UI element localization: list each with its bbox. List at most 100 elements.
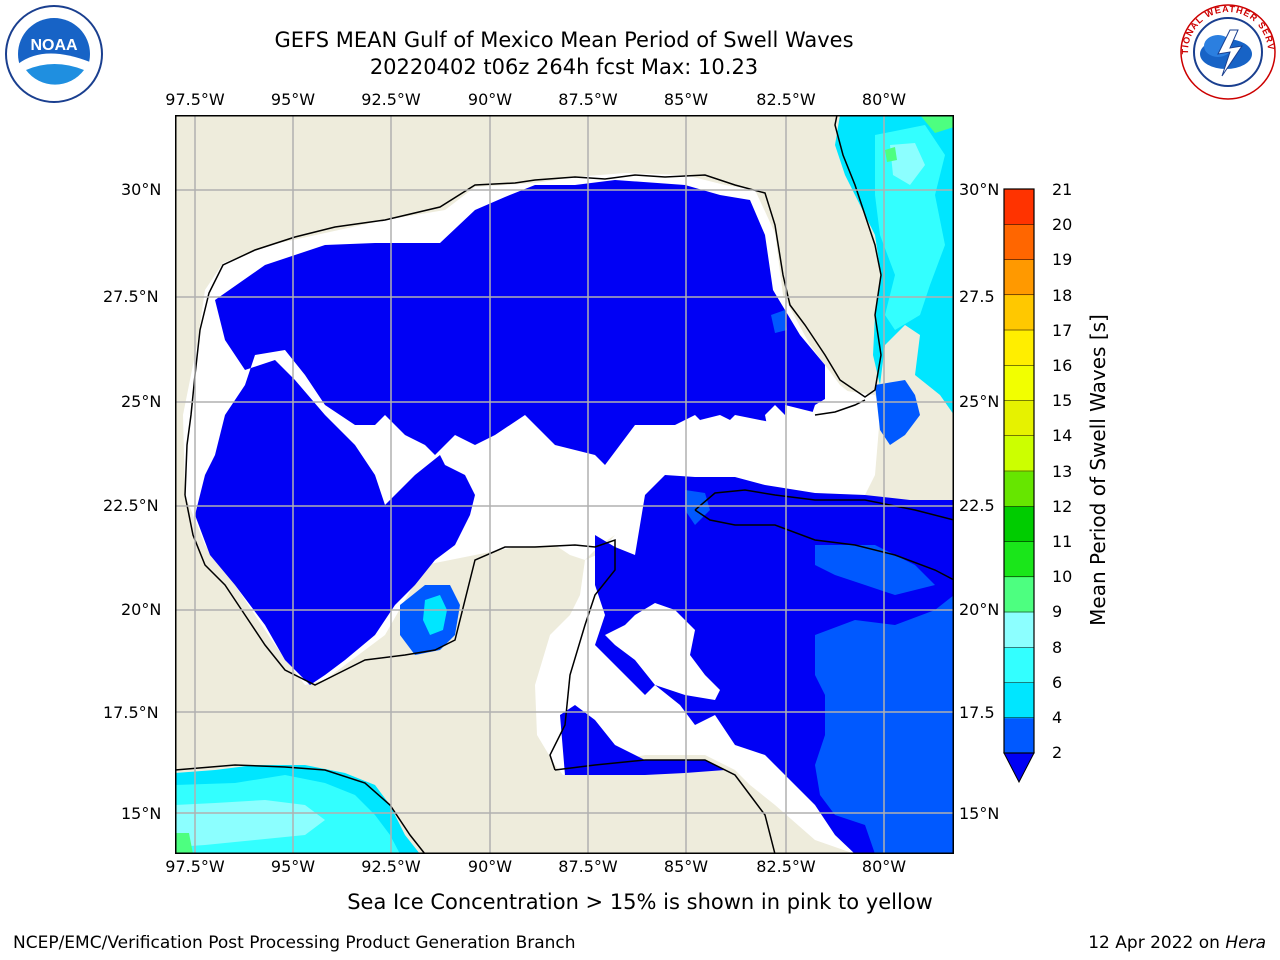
lat-label-left: 15°N: [121, 804, 162, 823]
swell-8-9s-pacific: [175, 800, 325, 847]
colorbar-segment: [1004, 717, 1034, 754]
colorbar-tick: 19: [1052, 250, 1073, 269]
nodata-patch: [765, 405, 795, 445]
lat-label-left: 25°N: [121, 392, 162, 411]
pacific-coast: [175, 764, 426, 854]
colorbar-segment: [1004, 189, 1034, 225]
west-yucatan-below-2s: [560, 705, 725, 775]
colorbar-segment: [1004, 224, 1034, 260]
colorbar-label: Mean Period of Swell Waves [s]: [1086, 314, 1110, 626]
lon-label-top: 80°W: [861, 90, 907, 109]
lat-label-left: 27.5°N: [103, 287, 159, 306]
nodata-patch: [700, 415, 740, 445]
swell-2-4s-caribbean-north: [815, 545, 935, 595]
swell-4-6s-campeche: [423, 595, 447, 635]
colorbar-segments: [1004, 189, 1034, 754]
chart-subtitle: 20220402 t06z 264h fcst Max: 10.23: [369, 55, 759, 79]
colorbar-segment: [1004, 294, 1034, 331]
sea-ice-note: Sea Ice Concentration > 15% is shown in …: [347, 890, 933, 914]
colorbar-tick: 14: [1052, 426, 1073, 445]
lat-label-right: 22.5: [959, 496, 995, 515]
lat-label-right: 20°N: [959, 600, 1000, 619]
lat-label-right: 27.5: [959, 287, 995, 306]
footer-host: Hera: [1225, 933, 1266, 953]
colorbar-segment: [1004, 259, 1034, 296]
colorbar-tick: 21: [1052, 180, 1073, 199]
nodata-patch: [605, 603, 720, 700]
lon-label-bottom: 82.5°W: [756, 857, 816, 876]
colorbar-tick: 11: [1052, 532, 1073, 551]
colorbar-segment: [1004, 506, 1034, 542]
lon-label-top: 90°W: [467, 90, 513, 109]
colorbar-segment: [1004, 365, 1034, 401]
colorbar-segment: [1004, 612, 1034, 648]
swell-2-4s-keys: [875, 380, 920, 445]
swell-9-10s-pacific: [175, 833, 193, 854]
colorbar-tick: 20: [1052, 215, 1073, 234]
lon-label-bottom: 87.5°W: [558, 857, 618, 876]
lon-label-top: 95°W: [270, 90, 316, 109]
footer-date: 12 Apr 2022 on Hera: [1088, 933, 1266, 953]
swell-9-10s-atlantic: [920, 115, 954, 133]
lon-label-bottom: 85°W: [663, 857, 709, 876]
lat-label-right: 30°N: [959, 180, 1000, 199]
lon-label-top: 92.5°W: [361, 90, 421, 109]
coastlines: [175, 115, 954, 854]
lon-label-bottom: 95°W: [270, 857, 316, 876]
swell-9-10s-patch: [885, 147, 897, 162]
lon-label-top: 87.5°W: [558, 90, 618, 109]
colorbar-segment: [1004, 435, 1034, 472]
mexico-gulf-coast: [184, 494, 616, 771]
colorbar-tick: 16: [1052, 356, 1073, 375]
colorbar-tick: 10: [1052, 567, 1073, 586]
lon-label-bottom: 90°W: [467, 857, 513, 876]
colorbar: [1003, 188, 1035, 783]
swell-8-9s-atlantic: [890, 143, 925, 185]
swell-6-8s-atlantic: [875, 125, 945, 330]
colorbar-segment: [1004, 400, 1034, 437]
graticule: [175, 115, 954, 854]
colorbar-tick: 6: [1052, 673, 1063, 692]
lat-label-right: 17.5: [959, 703, 995, 722]
lon-label-bottom: 80°W: [861, 857, 907, 876]
colorbar-segment: [1004, 647, 1034, 683]
colorbar-segment: [1004, 541, 1034, 578]
lon-label-bottom: 97.5°W: [165, 857, 225, 876]
lat-label-right: 15°N: [959, 804, 1000, 823]
footer-date-text: 12 Apr 2022 on: [1088, 933, 1226, 953]
colorbar-frame: [1003, 188, 1035, 754]
colorbar-tick: 13: [1052, 462, 1073, 481]
colorbar-tick: 18: [1052, 286, 1073, 305]
lon-label-top: 97.5°W: [165, 90, 225, 109]
noaa-logo-text: NOAA: [30, 37, 78, 54]
colorbar-segment: [1004, 576, 1034, 613]
colorbar-tick: 12: [1052, 497, 1073, 516]
footer-credit: NCEP/EMC/Verification Post Processing Pr…: [13, 933, 576, 953]
colorbar-tick: 4: [1052, 708, 1063, 727]
colorbar-segment: [1004, 330, 1034, 366]
nodata-patch: [805, 390, 885, 445]
nws-logo: NATIONAL WEATHER SERVICE: [1178, 2, 1276, 100]
lon-label-top: 82.5°W: [756, 90, 816, 109]
lat-label-left: 22.5°N: [103, 496, 159, 515]
colorbar-tick: 17: [1052, 321, 1073, 340]
map-frame: [175, 115, 954, 854]
chart-title: GEFS MEAN Gulf of Mexico Mean Period of …: [274, 28, 854, 52]
gulf-water-below-2s: [195, 180, 825, 685]
lat-label-left: 17.5°N: [103, 703, 159, 722]
lat-label-right: 25°N: [959, 392, 1000, 411]
colorbar-segment: [1004, 682, 1034, 719]
noaa-logo: NOAA: [5, 5, 103, 103]
lat-label-left: 30°N: [121, 180, 162, 199]
colorbar-tick: 15: [1052, 391, 1073, 410]
colorbar-tick: 9: [1052, 602, 1063, 621]
swell-period-map: [175, 115, 954, 854]
lat-label-left: 20°N: [121, 600, 162, 619]
colorbar-under-extension: [1003, 752, 1035, 783]
swell-2-4s-gulf: [771, 310, 787, 333]
central-america-coast: [554, 759, 776, 854]
cuba-coast: [694, 489, 954, 581]
lon-label-bottom: 92.5°W: [361, 857, 421, 876]
colorbar-segment: [1004, 471, 1034, 507]
lon-label-top: 85°W: [663, 90, 709, 109]
